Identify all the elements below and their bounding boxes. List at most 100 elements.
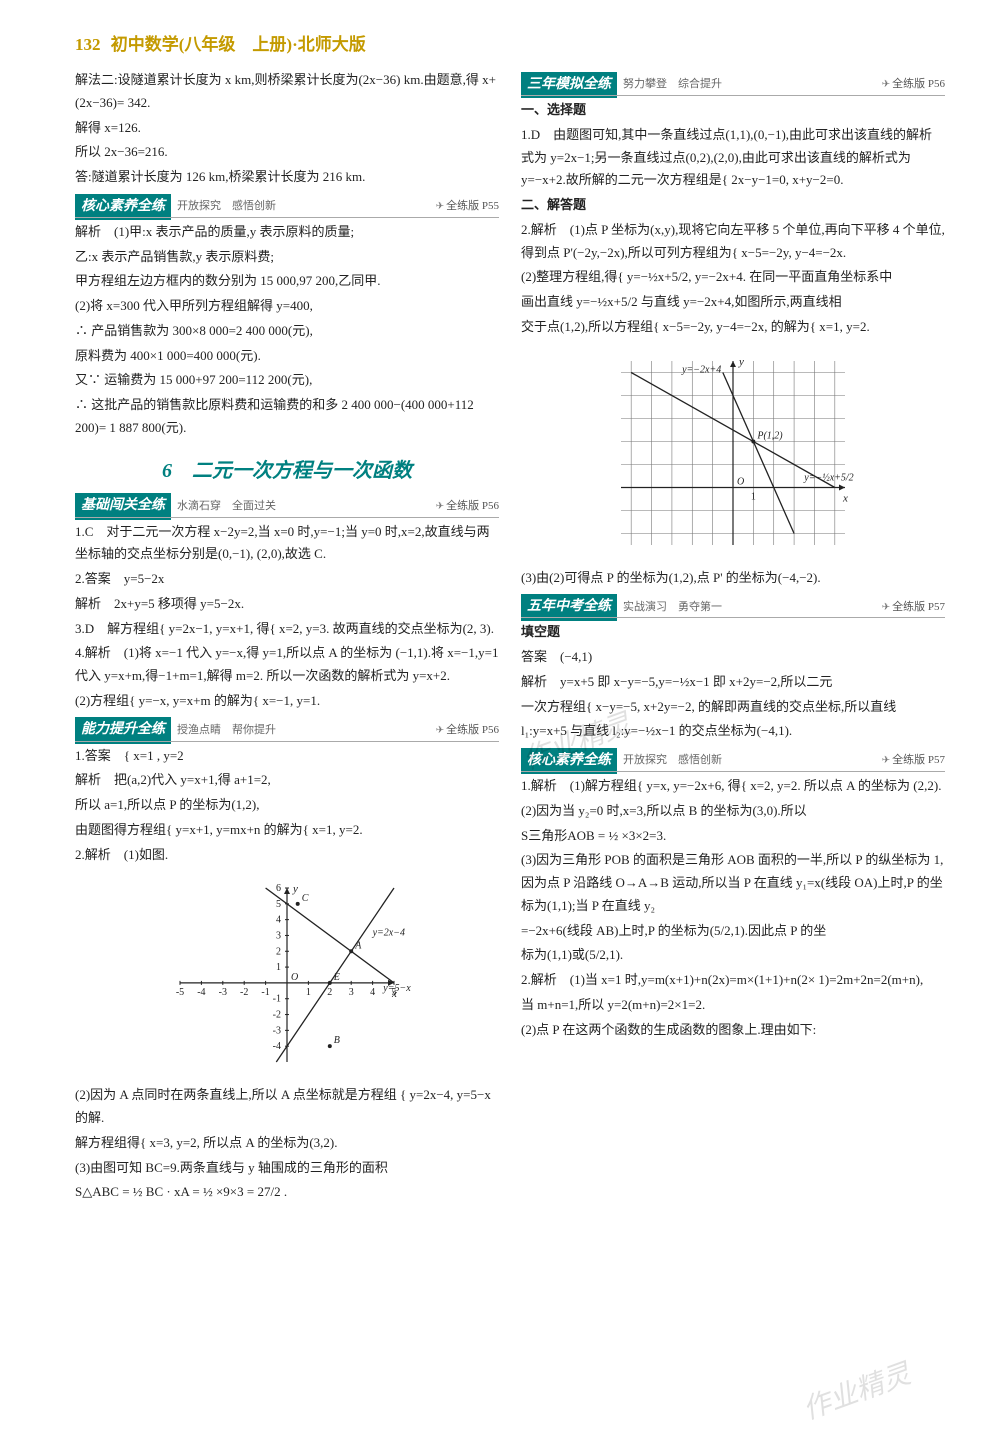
svg-text:y=−½x+5/2: y=−½x+5/2 xyxy=(803,472,853,483)
section-label: 核心素养全练 xyxy=(75,194,171,221)
svg-text:-4: -4 xyxy=(273,1041,281,1052)
text: 一次方程组{ x−y=−5, x+2y=−2, 的解即两直线的交点坐标,所以直线 xyxy=(521,696,945,719)
text: 当 m+n=1,所以 y=2(m+n)=2×1=2. xyxy=(521,994,945,1017)
text: (2)因为 A 点同时在两条直线上,所以 A 点坐标就是方程组 { y=2x−4… xyxy=(75,1084,499,1130)
sub-heading: 一、选择题 xyxy=(521,99,945,122)
text: S△ABC = ½ BC · xA = ½ ×9×3 = 27/2 . xyxy=(75,1181,499,1204)
text: 解析 y=x+5 即 x−y=−5,y=−½x−1 即 x+2y=−2,所以二元 xyxy=(521,671,945,694)
svg-text:C: C xyxy=(302,893,309,904)
svg-text:-2: -2 xyxy=(273,1010,281,1021)
section-ref: 全练版 P55 xyxy=(436,197,499,216)
text: 答:隧道累计长度为 126 km,桥梁累计长度为 216 km. xyxy=(75,166,499,189)
text: ∴ 产品销售款为 300×8 000=2 400 000(元), xyxy=(75,320,499,343)
chart-1: -5-4-3-2-112345-4-3-2-1123456xyy=2x−4y=5… xyxy=(162,870,412,1080)
columns: 解法二:设隧道累计长度为 x km,则桥梁累计长度为(2x−36) km.由题意… xyxy=(75,67,945,1206)
svg-text:-5: -5 xyxy=(176,987,184,998)
section-sub: 授渔点睛 帮你提升 xyxy=(177,721,276,740)
text: 解析 2x+y=5 移项得 y=5−2x. xyxy=(75,593,499,616)
svg-text:P(1,2): P(1,2) xyxy=(756,430,783,441)
text: 1.D 由题图可知,其中一条直线过点(1,1),(0,−1),由此可求出该直线的… xyxy=(521,124,945,192)
section-sub: 水滴石穿 全面过关 xyxy=(177,497,276,516)
section-label: 基础闯关全练 xyxy=(75,493,171,520)
section-sub: 开放探究 感悟创新 xyxy=(623,751,722,770)
section-ref: 全练版 P56 xyxy=(436,497,499,516)
svg-text:3: 3 xyxy=(276,931,281,942)
svg-text:y=−2x+4: y=−2x+4 xyxy=(681,364,721,375)
text: (2)将 x=300 代入甲所列方程组解得 y=400, xyxy=(75,295,499,318)
text: 4.解析 (1)将 x=−1 代入 y=−x,得 y=1,所以点 A 的坐标为 … xyxy=(75,642,499,688)
page-number: 132 xyxy=(75,35,101,54)
section-label: 核心素养全练 xyxy=(521,748,617,775)
section-sub: 实战演习 勇夺第一 xyxy=(623,598,722,617)
text: 2.解析 (1)点 P 坐标为(x,y),现将它向左平移 5 个单位,再向下平移… xyxy=(521,219,945,265)
text: 画出直线 y=−½x+5/2 与直线 y=−2x+4,如图所示,两直线相 xyxy=(521,291,945,314)
text: (3)因为三角形 POB 的面积是三角形 AOB 面积的一半,所以 P 的纵坐标… xyxy=(521,849,945,917)
svg-text:1: 1 xyxy=(306,987,311,998)
text: (2)点 P 在这两个函数的生成函数的图象上.理由如下: xyxy=(521,1019,945,1042)
page-title: 初中数学(八年级 上册)·北师大版 xyxy=(111,35,366,54)
text: 交于点(1,2),所以方程组{ x−5=−2y, y−4=−2x, 的解为{ x… xyxy=(521,316,945,339)
text: 解析 (1)甲:x 表示产品的质量,y 表示原料的质量; xyxy=(75,221,499,244)
text: 所以 a=1,所以点 P 的坐标为(1,2), xyxy=(75,794,499,817)
page-root: 132 初中数学(八年级 上册)·北师大版 解法二:设隧道累计长度为 x km,… xyxy=(0,0,1000,1435)
text: 1.答案 { x=1 , y=2 xyxy=(75,745,499,768)
watermark: 作业精灵 xyxy=(797,1352,916,1428)
text: 3.D 解方程组{ y=2x−1, y=x+1, 得{ x=2, y=3. 故两… xyxy=(75,618,499,641)
section-bar-hexin2: 核心素养全练 开放探究 感悟创新 全练版 P57 xyxy=(521,751,945,771)
section-bar-hexin: 核心素养全练 开放探究 感悟创新 全练版 P55 xyxy=(75,197,499,217)
page-header: 132 初中数学(八年级 上册)·北师大版 xyxy=(75,30,945,55)
text: 原料费为 400×1 000=400 000(元). xyxy=(75,345,499,368)
section-bar-nengli: 能力提升全练 授渔点睛 帮你提升 全练版 P56 xyxy=(75,721,499,741)
svg-text:O: O xyxy=(737,476,744,487)
chart-2: 1xyy=−2x+4y=−½x+5/2P(1,2)O xyxy=(603,343,863,563)
svg-text:A: A xyxy=(354,941,362,952)
svg-text:-4: -4 xyxy=(197,987,205,998)
chapter-title: 6 二元一次方程与一次函数 xyxy=(75,454,499,489)
section-ref: 全练版 P57 xyxy=(882,598,945,617)
text: 解得 x=126. xyxy=(75,117,499,140)
section-sub: 开放探究 感悟创新 xyxy=(177,197,276,216)
text: 甲方程组左边方框内的数分别为 15 000,97 200,乙同甲. xyxy=(75,270,499,293)
text: 2.解析 (1)当 x=1 时,y=m(x+1)+n(2x)=m×(1+1)+n… xyxy=(521,969,945,992)
svg-text:3: 3 xyxy=(349,987,354,998)
text: 2.答案 y=5−2x xyxy=(75,568,499,591)
section-ref: 全练版 P57 xyxy=(882,751,945,770)
svg-text:1: 1 xyxy=(751,491,756,502)
text: 2.解析 (1)如图. xyxy=(75,844,499,867)
section-label: 三年模拟全练 xyxy=(521,72,617,99)
text: 解方程组得{ x=3, y=2, 所以点 A 的坐标为(3,2). xyxy=(75,1132,499,1155)
svg-text:-3: -3 xyxy=(273,1026,281,1037)
section-sub: 努力攀登 综合提升 xyxy=(623,75,722,94)
text: (2)方程组{ y=−x, y=x+m 的解为{ x=−1, y=1. xyxy=(75,690,499,713)
section-label: 五年中考全练 xyxy=(521,594,617,621)
svg-text:y=2x−4: y=2x−4 xyxy=(372,928,405,939)
text: 1.C 对于二元一次方程 x−2y=2,当 x=0 时,y=−1;当 y=0 时… xyxy=(75,521,499,567)
svg-text:E: E xyxy=(333,972,340,983)
text: 答案 (−4,1) xyxy=(521,646,945,669)
sub-heading: 二、解答题 xyxy=(521,194,945,217)
section-ref: 全练版 P56 xyxy=(882,75,945,94)
section-bar-wunian: 五年中考全练 实战演习 勇夺第一 全练版 P57 xyxy=(521,597,945,617)
text: 解析 把(a,2)代入 y=x+1,得 a+1=2, xyxy=(75,769,499,792)
text: ∴ 这批产品的销售款比原料费和运输费的和多 2 400 000−(400 000… xyxy=(75,394,499,440)
text: =−2x+6(线段 AB)上时,P 的坐标为(5/2,1).因此点 P 的坐 xyxy=(521,920,945,943)
section-bar-jichu: 基础闯关全练 水滴石穿 全面过关 全练版 P56 xyxy=(75,497,499,517)
svg-text:y: y xyxy=(738,356,744,368)
svg-text:-2: -2 xyxy=(240,987,248,998)
text: 1.解析 (1)解方程组{ y=x, y=−2x+6, 得{ x=2, y=2.… xyxy=(521,775,945,798)
svg-text:O: O xyxy=(291,972,298,983)
svg-text:y=5−x: y=5−x xyxy=(382,983,411,994)
right-column: 三年模拟全练 努力攀登 综合提升 全练版 P56 一、选择题 1.D 由题图可知… xyxy=(521,67,945,1206)
left-column: 解法二:设隧道累计长度为 x km,则桥梁累计长度为(2x−36) km.由题意… xyxy=(75,67,499,1206)
svg-text:2: 2 xyxy=(276,947,281,958)
text: 解法二:设隧道累计长度为 x km,则桥梁累计长度为(2x−36) km.由题意… xyxy=(75,69,499,115)
svg-text:1: 1 xyxy=(276,962,281,973)
text: (3)由图可知 BC=9.两条直线与 y 轴围成的三角形的面积 xyxy=(75,1157,499,1180)
svg-text:-1: -1 xyxy=(273,994,281,1005)
text: l₁:y=x+5 与直线 l₂:y=−½x−1 的交点坐标为(−4,1). xyxy=(521,720,945,743)
svg-text:5: 5 xyxy=(276,899,281,910)
section-label: 能力提升全练 xyxy=(75,717,171,744)
svg-text:B: B xyxy=(334,1035,340,1046)
sub-heading: 填空题 xyxy=(521,621,945,644)
svg-text:2: 2 xyxy=(327,987,332,998)
